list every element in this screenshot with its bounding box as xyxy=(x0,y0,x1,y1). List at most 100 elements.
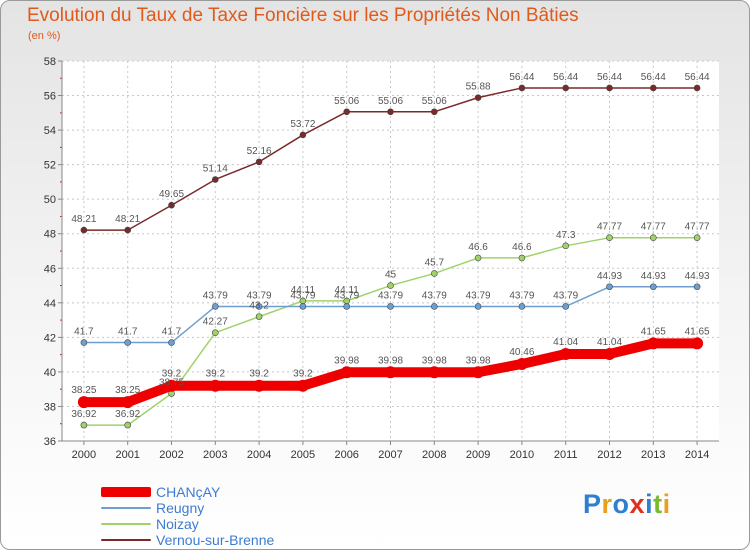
point-vernou-sur-brenne xyxy=(693,84,701,92)
legend-label: Reugny xyxy=(156,500,205,516)
data-label-vernou-sur-brenne: 55.88 xyxy=(466,82,491,93)
data-label-noizay: 47.3 xyxy=(556,230,576,241)
point-reugny xyxy=(124,339,131,346)
point-vernou-sur-brenne xyxy=(343,108,351,116)
point-reugny xyxy=(343,303,351,310)
y-tick-label: 52 xyxy=(44,160,56,172)
data-label-reugny: 43.79 xyxy=(553,290,578,301)
legend-label: Noizay xyxy=(156,516,199,532)
data-label-reugny: 43.79 xyxy=(466,290,491,301)
logo-letter: r xyxy=(601,489,613,519)
point-chan-ay xyxy=(77,396,90,409)
legend-swatch xyxy=(101,507,151,509)
point-chan-ay xyxy=(165,379,178,392)
data-label-chan-ay: 39.98 xyxy=(422,355,447,366)
data-label-chan-ay: 39.98 xyxy=(334,355,359,366)
point-chan-ay xyxy=(121,396,134,409)
x-tick-label: 2006 xyxy=(334,449,358,461)
data-label-chan-ay: 41.04 xyxy=(553,337,578,348)
point-noizay xyxy=(562,242,570,250)
data-label-reugny: 41.7 xyxy=(162,327,182,338)
data-label-reugny: 43.79 xyxy=(422,290,447,301)
y-tick-label: 58 xyxy=(44,56,56,68)
point-noizay xyxy=(693,234,701,241)
data-label-noizay: 44.11 xyxy=(291,285,316,296)
data-label-noizay: 38.75 xyxy=(159,378,184,389)
data-label-reugny: 44.93 xyxy=(597,271,622,282)
data-label-chan-ay: 39.98 xyxy=(466,355,491,366)
x-tick-label: 2004 xyxy=(247,449,271,461)
data-label-reugny: 41.7 xyxy=(118,327,138,338)
data-label-noizay: 44.11 xyxy=(335,285,360,296)
point-chan-ay xyxy=(209,379,222,392)
logo-letter: i xyxy=(662,489,671,519)
data-label-chan-ay: 40.46 xyxy=(509,347,534,358)
data-label-reugny: 43.79 xyxy=(290,290,315,301)
point-chan-ay xyxy=(647,337,660,350)
chart-title: Evolution du Taux de Taxe Foncière sur l… xyxy=(27,5,579,26)
point-noizay xyxy=(80,421,88,429)
y-tick-label: 36 xyxy=(44,436,56,448)
point-vernou-sur-brenne xyxy=(474,94,482,101)
point-chan-ay xyxy=(428,366,441,379)
data-label-vernou-sur-brenne: 48.21 xyxy=(115,214,140,225)
point-vernou-sur-brenne xyxy=(606,84,613,92)
point-noizay xyxy=(430,270,438,277)
data-label-noizay: 36.92 xyxy=(71,409,96,420)
data-label-reugny: 43.79 xyxy=(334,290,359,301)
logo-letter: o xyxy=(612,489,630,519)
point-reugny xyxy=(299,303,307,310)
x-tick-label: 2005 xyxy=(291,449,315,461)
data-label-noizay: 47.77 xyxy=(685,222,710,233)
point-noizay xyxy=(387,282,394,289)
data-label-chan-ay: 41.65 xyxy=(641,326,666,337)
point-chan-ay xyxy=(384,366,397,379)
data-label-reugny: 43.79 xyxy=(509,290,534,301)
data-label-chan-ay: 41.65 xyxy=(685,326,710,337)
point-vernou-sur-brenne xyxy=(518,84,526,92)
point-vernou-sur-brenne xyxy=(430,108,438,116)
data-labels: 48.21 48.21 49.65 51.14 52.16 53.72 55.06 55.06… xyxy=(71,72,710,420)
data-label-vernou-sur-brenne: 55.06 xyxy=(334,96,359,107)
logo-letter: P xyxy=(583,489,602,519)
point-vernou-sur-brenne xyxy=(212,176,219,183)
point-vernou-sur-brenne xyxy=(649,84,657,92)
line-chart: 36 38 40 42 44 46 48 50 52 54 56 58 2000 2001 2002 2003… xyxy=(44,56,719,461)
legend-swatch xyxy=(101,523,151,525)
x-tick-label: 2007 xyxy=(378,449,402,461)
y-tick-label: 54 xyxy=(44,125,56,137)
point-reugny xyxy=(168,339,175,346)
point-reugny xyxy=(430,303,438,310)
data-label-reugny: 41.7 xyxy=(74,327,94,338)
data-label-vernou-sur-brenne: 55.06 xyxy=(422,96,447,107)
point-reugny xyxy=(387,303,394,310)
x-tick-label: 2014 xyxy=(685,449,709,461)
y-tick-label: 46 xyxy=(44,263,56,275)
point-chan-ay xyxy=(296,379,309,392)
y-axis-unit: (en %) xyxy=(28,30,61,42)
data-label-noizay: 45 xyxy=(385,270,397,281)
data-label-chan-ay: 39.2 xyxy=(293,369,313,380)
y-tick-label: 38 xyxy=(44,401,56,413)
data-label-noizay: 43.2 xyxy=(249,301,269,312)
point-reugny xyxy=(518,303,526,310)
data-label-noizay: 36.92 xyxy=(115,409,140,420)
data-label-noizay: 45.7 xyxy=(425,257,445,268)
data-label-chan-ay: 41.04 xyxy=(597,337,622,348)
point-reugny xyxy=(562,303,570,310)
point-chan-ay xyxy=(603,347,616,360)
x-tick-label: 2001 xyxy=(115,449,139,461)
point-reugny xyxy=(474,303,482,310)
point-chan-ay xyxy=(253,379,266,392)
data-label-noizay: 42.27 xyxy=(203,317,228,328)
point-noizay xyxy=(212,329,219,337)
data-label-reugny: 43.79 xyxy=(203,290,228,301)
legend-swatch xyxy=(101,487,151,497)
point-vernou-sur-brenne xyxy=(255,158,263,166)
x-tick-label: 2000 xyxy=(72,449,96,461)
point-vernou-sur-brenne xyxy=(80,226,88,234)
point-reugny xyxy=(255,303,263,310)
point-chan-ay xyxy=(472,366,485,379)
point-reugny xyxy=(649,283,657,291)
x-tick-label: 2010 xyxy=(510,449,534,461)
